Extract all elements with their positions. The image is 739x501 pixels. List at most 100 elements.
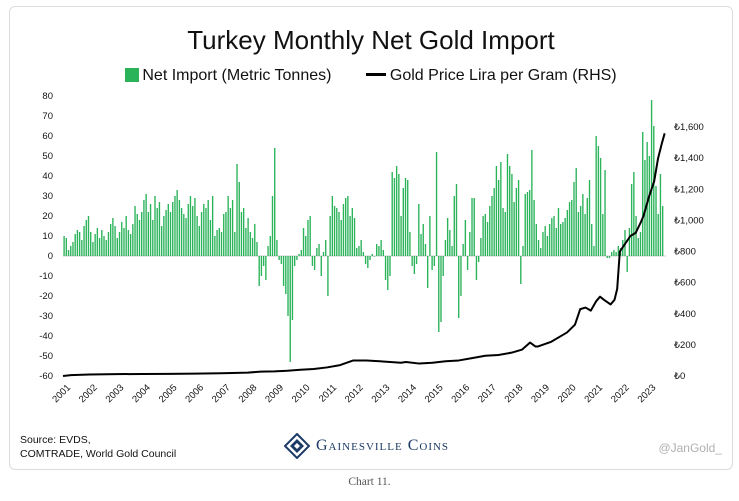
bar [227,196,229,256]
x-tick-label: 2014 [396,382,419,405]
logo-text: Gainesville Coins [316,437,450,454]
bar [489,206,491,256]
bar [615,252,617,256]
bar [362,252,365,256]
bar [659,174,662,256]
bar [584,214,586,256]
bar [347,196,349,256]
y-right-tick-label: ₺1,000 [674,215,704,226]
bar [577,212,580,256]
bar [371,254,373,256]
bar [185,218,187,256]
bar [260,256,263,276]
bar [369,256,371,260]
bar [285,256,287,294]
bar [378,246,380,256]
bar [380,240,382,256]
bar [473,198,475,256]
bar [553,216,555,256]
bar [85,220,87,256]
bar [630,184,633,256]
bar [296,256,298,260]
bar [98,238,101,256]
bar [333,206,336,256]
x-tick-label: 2018 [503,382,526,405]
bar [169,212,172,256]
bar [491,196,493,256]
bar [415,256,418,264]
bar [247,218,249,256]
legend-swatch-line [365,73,386,76]
bar [262,256,265,266]
bar [562,222,564,256]
bar [163,216,165,256]
bar [642,132,644,256]
bar [76,230,79,256]
bar [528,190,531,256]
bar [74,234,76,256]
bar [154,196,156,256]
bar [542,232,544,256]
bar [165,210,167,256]
bar [105,240,107,256]
bar [575,168,577,256]
source-line-2: COMTRADE, World Gold Council [20,448,177,460]
source-note: Source: EVDS, COMTRADE, World Gold Counc… [20,433,176,461]
bar [160,226,163,256]
bar [87,216,90,256]
bar [477,256,480,262]
y-left-tick-label: 80 [42,91,53,102]
bar [136,214,138,256]
bar [661,206,664,256]
legend-label-bars: Net Import (Metric Tonnes) [142,67,332,84]
bar [178,200,181,256]
bar [183,214,185,256]
bar [586,198,588,256]
bar [608,256,611,258]
bar [566,210,569,256]
bar [648,156,651,256]
author-handle: @JanGold_ [658,441,722,455]
bar [280,256,283,264]
bar [101,230,103,256]
bar [103,236,105,256]
bar [318,244,320,256]
bar [438,256,440,332]
x-tick-label: 2021 [582,382,605,405]
publisher-logo: Gainesville Coins [284,431,449,461]
bar [276,240,278,256]
bar [245,228,247,256]
bar [225,212,227,256]
bar [571,200,573,256]
bar [194,198,196,256]
bar [604,170,606,256]
bar [265,256,267,280]
bar [138,220,141,256]
bar [511,174,513,256]
bar [70,246,72,256]
bar [358,246,360,256]
y-left-tick-label: 0 [48,251,53,262]
bar [147,212,150,256]
bar [535,224,537,256]
bar [495,166,498,256]
bar [96,228,99,256]
bar [114,226,116,256]
bar [351,208,353,256]
y-right-tick-label: ₺600 [674,278,696,289]
bar [238,182,240,256]
bar [420,234,422,256]
bar [657,214,659,256]
bar [167,204,169,256]
chart-legend: Net Import (Metric Tonnes) Gold Price Li… [10,67,732,85]
bar [258,256,260,286]
bar [544,226,546,256]
bar [431,256,433,270]
bar [497,180,500,256]
bar [340,220,342,256]
y-right-tick-label: ₺1,400 [674,153,704,164]
y-left-tick-label: 40 [42,171,53,182]
y-left-tick-label: -10 [39,271,53,282]
y-left-tick-label: 30 [42,191,53,202]
bar [305,236,307,256]
